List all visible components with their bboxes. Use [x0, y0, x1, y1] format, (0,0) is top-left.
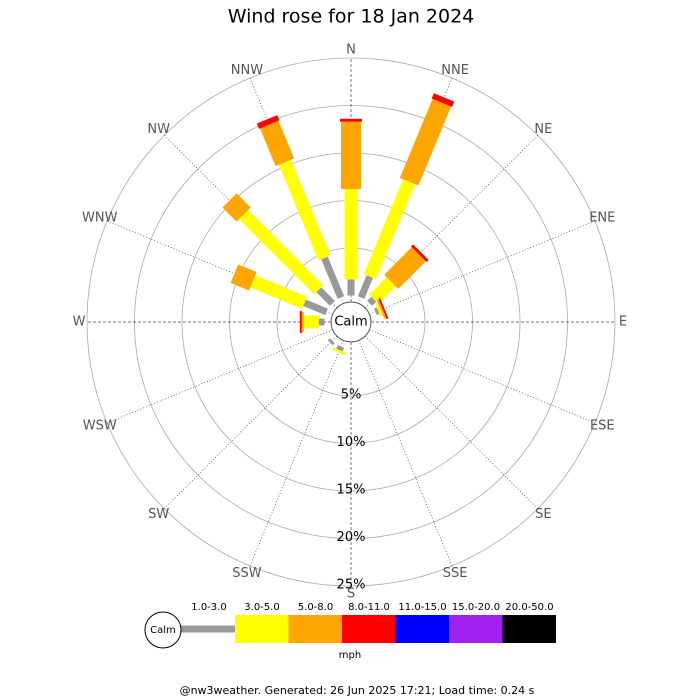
bar-segment	[378, 298, 389, 320]
bar-segment	[250, 275, 308, 309]
direction-label: SW	[148, 507, 169, 522]
legend-label: 5.0-8.0	[298, 602, 333, 613]
direction-label: SSE	[443, 566, 468, 581]
legend-label: 1.0-3.0	[191, 602, 226, 613]
r-tick-label: 15%	[337, 483, 366, 498]
bar-segment	[384, 247, 426, 289]
direction-label: WNW	[82, 210, 118, 225]
direction-label: SSW	[232, 566, 262, 581]
legend-swatch	[342, 615, 396, 643]
bar-segment	[303, 315, 319, 329]
direction-label: WSW	[83, 419, 117, 434]
r-tick-label: 10%	[337, 435, 366, 450]
legend-unit: mph	[339, 650, 361, 661]
r-tick-label: 5%	[341, 388, 362, 403]
chart-title: Wind rose for 18 Jan 2024	[228, 6, 475, 28]
bar-segment	[256, 115, 280, 129]
r-labels: 5% 10% 15% 20% 25%	[337, 388, 366, 593]
legend-calm-label: Calm	[150, 625, 176, 636]
legend-label: 20.0-50.0	[505, 602, 553, 613]
bar-segment	[321, 256, 345, 299]
r-tick-label: 25%	[337, 578, 366, 593]
bars	[222, 93, 455, 356]
legend-swatch	[449, 615, 503, 643]
legend-label: 11.0-15.0	[398, 602, 446, 613]
direction-label: W	[73, 315, 86, 330]
legend-calm-circle	[144, 611, 182, 649]
calm-circle	[330, 301, 372, 343]
calm-label: Calm	[334, 315, 367, 330]
bar-segment	[301, 312, 304, 332]
bar-segment	[318, 318, 325, 326]
bar-segment	[375, 303, 384, 317]
bar-segment	[222, 193, 251, 222]
direction-label: E	[619, 315, 627, 330]
bar-segment	[303, 299, 328, 316]
direction-label: NW	[147, 122, 170, 137]
bar-segment	[238, 209, 324, 295]
bar-segment	[327, 338, 335, 346]
bar-segment	[344, 189, 358, 280]
bar-segment	[431, 93, 455, 107]
bar-segment	[410, 244, 429, 263]
legend-swatch	[395, 615, 449, 643]
bar-segment	[399, 98, 452, 186]
bar-segment	[299, 311, 302, 333]
spoke	[364, 335, 538, 509]
r-tick-label: 20%	[337, 530, 366, 545]
bar-segment	[260, 120, 295, 167]
direction-label: NNE	[441, 63, 469, 78]
bar-segment	[278, 159, 331, 261]
direction-label: N	[346, 43, 356, 58]
footer: @nw3weather. Generated: 26 Jun 2025 17:2…	[180, 684, 535, 697]
bar-segment	[374, 307, 380, 316]
direction-label: ESE	[590, 419, 615, 434]
legend-label: 8.0-11.0	[348, 602, 390, 613]
bar-segment	[340, 118, 362, 122]
direction-label: S	[347, 587, 355, 602]
grid-ring	[86, 57, 616, 587]
direction-label: SE	[535, 507, 551, 522]
legend-swatch	[235, 615, 289, 643]
spoke	[164, 335, 338, 509]
bar-segment	[369, 277, 396, 304]
direction-label: NE	[534, 122, 552, 137]
spoke	[358, 340, 453, 567]
bar-segment	[367, 296, 377, 306]
legend-label: 3.0-5.0	[244, 602, 279, 613]
grid: N NNE NE ENE E ESE SE SSE S SSW SW WSW W WNW NW NNW	[73, 43, 628, 602]
bar-segment	[347, 279, 355, 296]
legend: 1.0-3.0 3.0-5.0 5.0-8.0 8.0-11.0 11.0-15.0 15…	[181, 602, 556, 643]
bar-segment	[341, 121, 361, 190]
spoke	[249, 340, 344, 567]
spoke	[369, 329, 596, 424]
bar-segment	[332, 347, 346, 356]
bar-segment	[363, 179, 416, 279]
bar-segment	[376, 299, 387, 319]
bar-segment	[316, 287, 335, 306]
bar-segment	[230, 264, 257, 291]
bar-segment	[336, 345, 345, 352]
bar-segment	[357, 275, 374, 299]
direction-label: ENE	[589, 210, 615, 225]
legend-swatch	[502, 615, 556, 643]
legend-label: 15.0-20.0	[452, 602, 500, 613]
spoke	[106, 329, 333, 424]
direction-label: NNW	[231, 63, 263, 78]
legend-swatch	[288, 615, 342, 643]
